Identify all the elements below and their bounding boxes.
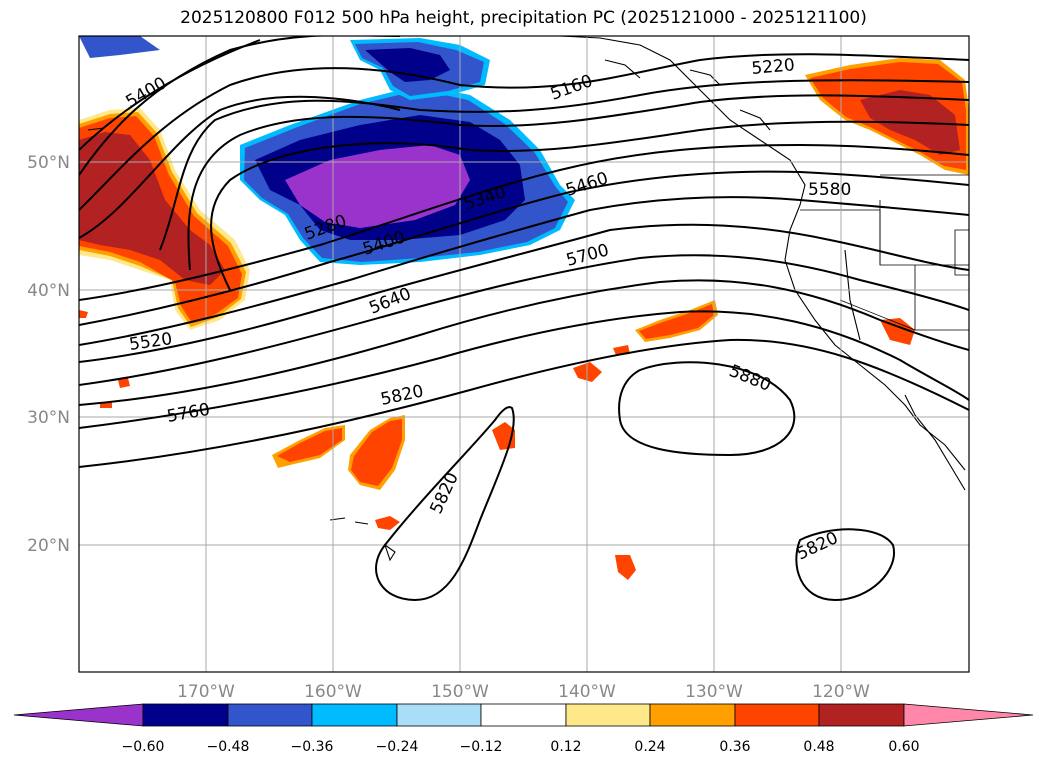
colorbar-segment — [396, 703, 482, 727]
colorbar-tick: −0.60 — [122, 739, 165, 755]
colorbar-tick: −0.12 — [460, 739, 503, 755]
contour-label: 5520 — [128, 329, 174, 355]
contour-label: 5760 — [165, 400, 211, 427]
colorbar-segment — [734, 703, 820, 727]
contour-label: 5220 — [751, 55, 796, 79]
colorbar-ticks: −0.60 −0.48 −0.36 −0.24 −0.12 0.12 0.24 … — [122, 739, 920, 755]
colorbar-tick: 0.48 — [803, 739, 834, 755]
height-contours — [79, 36, 969, 602]
lon-label-160w: 160°W — [304, 682, 362, 702]
contour-label: 5160 — [548, 71, 595, 105]
colorbar-tick: 0.60 — [888, 739, 919, 755]
colorbar-segment — [649, 703, 736, 727]
lat-label-30n: 30°N — [27, 408, 70, 428]
coastline — [87, 36, 966, 562]
map-frame — [78, 35, 970, 673]
colorbar-tick: −0.36 — [291, 739, 334, 755]
lon-label-120w: 120°W — [812, 682, 870, 702]
colorbar-segment — [311, 703, 398, 727]
colorbar-segment — [480, 703, 567, 727]
contour-label: 5880 — [726, 361, 774, 396]
colorbar-segment — [13, 703, 144, 727]
contour-label: 5400 — [123, 73, 170, 112]
lon-label-140w: 140°W — [558, 682, 616, 702]
colorbar-tick: 0.24 — [634, 739, 665, 755]
colorbar — [13, 703, 1034, 727]
contour-label: 5580 — [808, 180, 851, 200]
lat-label-20n: 20°N — [27, 536, 70, 556]
colorbar-tick: −0.24 — [376, 739, 419, 755]
colorbar-segment — [818, 703, 905, 727]
lon-label-170w: 170°W — [177, 682, 235, 702]
colorbar-segment — [227, 703, 313, 727]
lat-label-50n: 50°N — [27, 153, 70, 173]
colorbar-tick: −0.48 — [207, 739, 250, 755]
contour-label: 5820 — [426, 469, 462, 517]
lon-label-150w: 150°W — [431, 682, 489, 702]
lon-label-130w: 130°W — [685, 682, 743, 702]
state-borders — [800, 174, 969, 331]
longitude-labels: 170°W 160°W 150°W 140°W 130°W 120°W — [177, 682, 870, 702]
colorbar-segment — [565, 703, 651, 727]
colorbar-tick: 0.12 — [550, 739, 581, 755]
map-title: 2025120800 F012 500 hPa height, precipit… — [180, 8, 867, 28]
colorbar-segment — [903, 703, 1034, 727]
latitude-labels: 50°N 40°N 30°N 20°N — [27, 153, 70, 556]
colorbar-segment — [142, 703, 229, 727]
colorbar-tick: 0.36 — [719, 739, 750, 755]
contour-label: 5820 — [379, 381, 425, 410]
lat-label-40n: 40°N — [27, 281, 70, 301]
graticule — [79, 36, 969, 672]
